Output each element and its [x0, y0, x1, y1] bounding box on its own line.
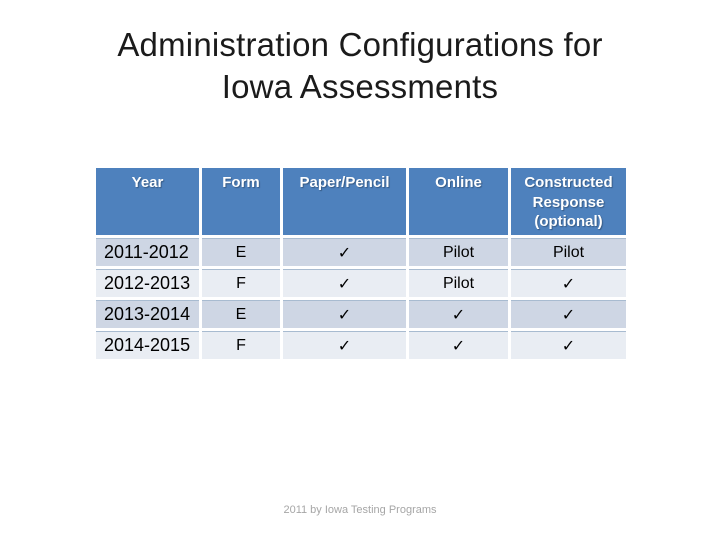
- paper-pencil-cell: ✓: [283, 331, 406, 359]
- year-cell: 2013-2014: [96, 300, 199, 328]
- constructed-response-cell: ✓: [511, 269, 626, 297]
- table-header-row: Year Form Paper/Pencil Online Constructe…: [96, 168, 626, 235]
- paper-pencil-cell: ✓: [283, 269, 406, 297]
- table-row: 2011-2012 E ✓ Pilot Pilot: [96, 238, 626, 266]
- header-cell-form: Form: [202, 168, 280, 235]
- table-row: 2012-2013 F ✓ Pilot ✓: [96, 269, 626, 297]
- header-cell-year: Year: [96, 168, 199, 235]
- constructed-response-cell: ✓: [511, 331, 626, 359]
- online-cell: ✓: [409, 300, 508, 328]
- header-cell-constructed-response: Constructed Response (optional): [511, 168, 626, 235]
- footer-credit: 2011 by Iowa Testing Programs: [283, 504, 437, 516]
- form-cell: E: [202, 238, 280, 266]
- year-cell: 2014-2015: [96, 331, 199, 359]
- paper-pencil-cell: ✓: [283, 238, 406, 266]
- header-cell-paper-pencil: Paper/Pencil: [283, 168, 406, 235]
- administration-config-table: Year Form Paper/Pencil Online Constructe…: [93, 165, 629, 362]
- header-cell-online: Online: [409, 168, 508, 235]
- online-cell: Pilot: [409, 238, 508, 266]
- paper-pencil-cell: ✓: [283, 300, 406, 328]
- online-cell: ✓: [409, 331, 508, 359]
- table-row: 2014-2015 F ✓ ✓ ✓: [96, 331, 626, 359]
- constructed-response-cell: ✓: [511, 300, 626, 328]
- slide-title-line1: Administration Configurations for: [117, 26, 603, 63]
- form-cell: F: [202, 269, 280, 297]
- year-cell: 2011-2012: [96, 238, 199, 266]
- slide-title-line2: Iowa Assessments: [221, 68, 499, 106]
- table-row: 2013-2014 E ✓ ✓ ✓: [96, 300, 626, 328]
- form-cell: F: [202, 331, 280, 359]
- online-cell: Pilot: [409, 269, 508, 297]
- constructed-response-cell: Pilot: [511, 238, 626, 266]
- year-cell: 2012-2013: [96, 269, 199, 297]
- form-cell: E: [202, 300, 280, 328]
- slide-title: Administration Configurations for Iowa A…: [0, 24, 720, 108]
